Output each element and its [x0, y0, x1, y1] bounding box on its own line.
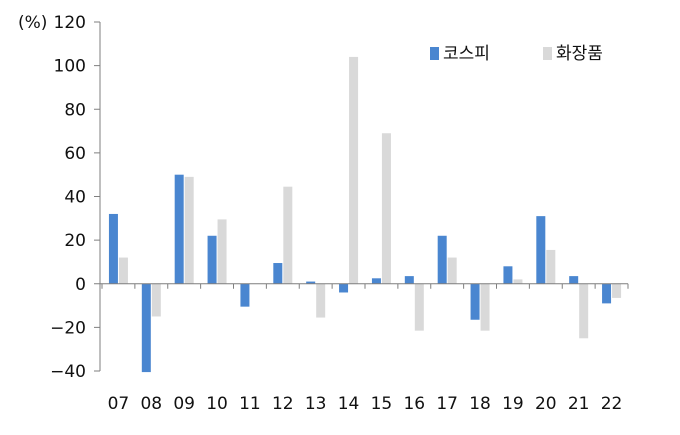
- bar-cosmetics-12: [283, 186, 293, 284]
- y-tick-label: 60: [64, 144, 86, 164]
- bar-cosmetics-17: [447, 257, 457, 284]
- y-tick-label: 20: [64, 231, 86, 251]
- bar-kospi-13: [306, 281, 316, 284]
- bar-kospi-21: [569, 276, 579, 284]
- y-tick-label: 120: [54, 13, 86, 33]
- bar-kospi-11: [240, 283, 250, 307]
- x-tick-label: 20: [535, 394, 557, 414]
- legend-swatch: [543, 47, 552, 60]
- bar-cosmetics-13: [316, 283, 326, 318]
- y-tick-label: 0: [75, 275, 86, 295]
- bar-kospi-09: [174, 174, 184, 284]
- bar-kospi-12: [273, 263, 283, 284]
- bar-cosmetics-08: [151, 283, 161, 317]
- bar-cosmetics-18: [480, 283, 490, 331]
- bar-cosmetics-10: [217, 219, 227, 284]
- bar-kospi-15: [371, 278, 381, 284]
- bar-cosmetics-19: [513, 279, 523, 284]
- bar-cosmetics-14: [349, 56, 359, 284]
- bar-cosmetics-21: [579, 283, 589, 339]
- x-tick-label: 14: [338, 394, 360, 414]
- y-tick-label: −20: [50, 318, 86, 338]
- bar-kospi-18: [470, 283, 480, 320]
- x-tick-label: 16: [403, 394, 425, 414]
- bar-kospi-20: [536, 216, 546, 284]
- x-tick-label: 12: [272, 394, 294, 414]
- y-tick-label: 40: [64, 188, 86, 208]
- bar-kospi-16: [404, 276, 414, 284]
- x-tick-label: 19: [502, 394, 524, 414]
- x-tick-label: 13: [305, 394, 327, 414]
- y-unit-label: (%): [18, 13, 47, 33]
- y-tick-label: 80: [64, 100, 86, 120]
- y-tick-label: 100: [54, 57, 86, 77]
- legend-label: 화장품: [556, 44, 603, 64]
- bar-kospi-14: [339, 283, 349, 293]
- x-tick-label: 07: [108, 394, 130, 414]
- x-tick-label: 08: [140, 394, 162, 414]
- plot-area: −40 −20 0 20 40 60 80 100 120 07 08 09 10 11 12 13 14 15 1…: [50, 13, 629, 414]
- bar-cosmetics-09: [184, 176, 194, 284]
- bar-kospi-08: [141, 283, 151, 373]
- bar-kospi-22: [602, 283, 612, 304]
- x-tick-label: 09: [173, 394, 195, 414]
- bar-kospi-19: [503, 266, 513, 284]
- x-tick-label: 17: [436, 394, 458, 414]
- x-tick-label: 22: [601, 394, 623, 414]
- x-tick-label: 18: [469, 394, 491, 414]
- bar-cosmetics-22: [612, 283, 622, 298]
- x-tick-label: 10: [206, 394, 228, 414]
- bar-cosmetics-16: [414, 283, 424, 331]
- y-tick-label: −40: [50, 362, 86, 382]
- bar-cosmetics-20: [546, 249, 556, 284]
- x-tick-label: 11: [239, 394, 261, 414]
- legend-swatch: [430, 47, 439, 60]
- bar-cosmetics-07: [118, 257, 128, 284]
- bar-kospi-10: [207, 235, 217, 284]
- bar-cosmetics-15: [381, 133, 391, 284]
- legend-label: 코스피: [443, 44, 490, 64]
- bar-kospi-17: [437, 235, 447, 284]
- bar-kospi-07: [108, 213, 118, 284]
- x-tick-label: 15: [371, 394, 393, 414]
- x-tick-label: 21: [568, 394, 590, 414]
